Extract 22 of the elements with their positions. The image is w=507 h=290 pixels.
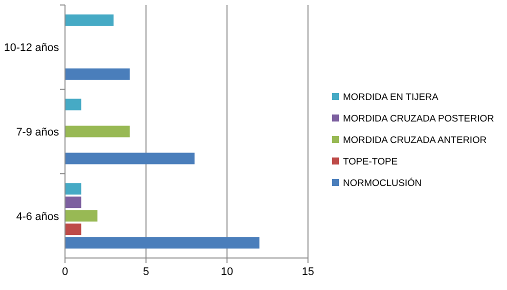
bar (65, 126, 130, 138)
y-tick-label: 4-6 años (16, 210, 60, 223)
bar (65, 98, 82, 110)
x-tick-label: 10 (220, 266, 234, 278)
x-tick-label: 5 (142, 266, 150, 278)
legend-label: MORDIDA CRUZADA POSTERIOR (343, 114, 494, 124)
bar (65, 14, 114, 26)
y-tick-label: 7-9 años (16, 126, 60, 138)
x-tick-label: 0 (62, 266, 68, 278)
bar (65, 210, 98, 222)
bar (65, 237, 260, 249)
x-tick-label: 15 (302, 266, 314, 278)
y-tick-label: 10-12 años (4, 42, 60, 54)
bar (65, 68, 130, 80)
legend-label: NORMOCLUSIÓN (343, 177, 422, 189)
bar (65, 183, 82, 195)
bar (65, 224, 82, 236)
legend-label: MORDIDA EN TIJERA (343, 92, 440, 103)
legend-label: MORDIDA CRUZADA ANTERIOR (343, 135, 487, 146)
bar (65, 152, 195, 164)
bar (65, 196, 82, 208)
legend-label: TOPE-TOPE (343, 156, 398, 168)
